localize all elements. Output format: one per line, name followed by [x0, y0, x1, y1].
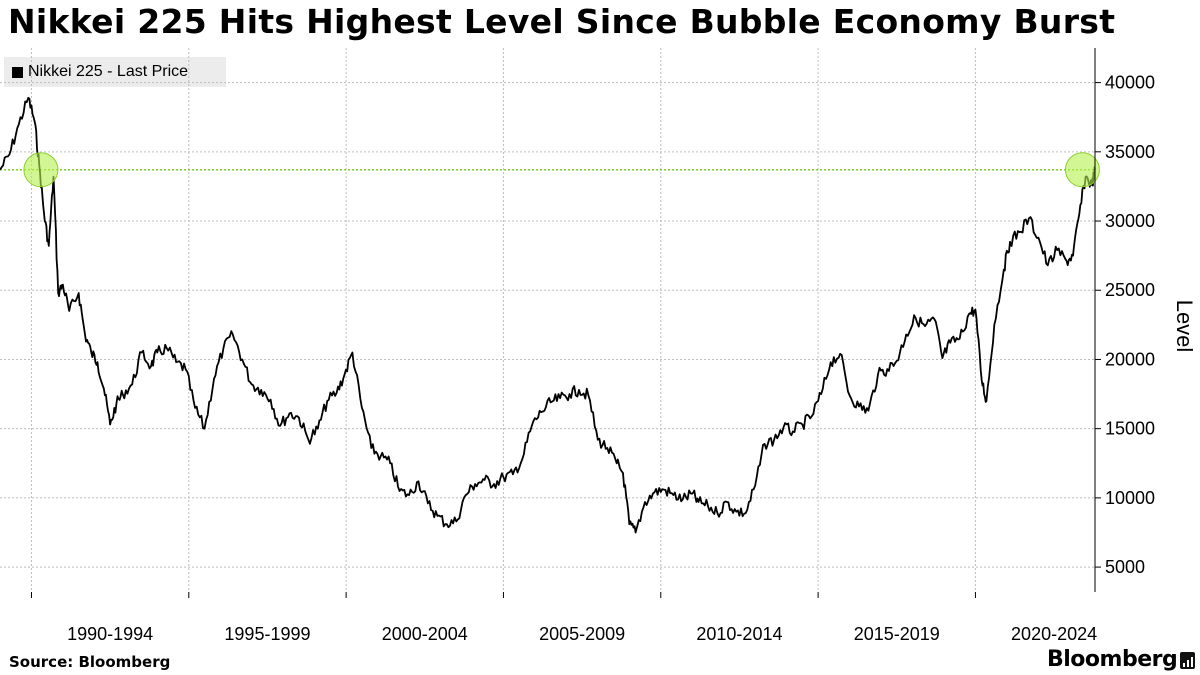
y-tick-label: 30000	[1105, 211, 1155, 231]
legend-swatch	[12, 66, 23, 78]
chart-title: Nikkei 225 Hits Highest Level Since Bubb…	[8, 2, 1116, 41]
x-tick-label: 2015-2019	[854, 624, 940, 644]
y-tick-label: 35000	[1105, 142, 1155, 162]
legend-label: Nikkei 225 - Last Price	[28, 63, 189, 80]
y-tick-label: 5000	[1105, 557, 1145, 577]
y-tick-label: 10000	[1105, 488, 1155, 508]
series-line	[0, 96, 1096, 534]
y-tick-label: 25000	[1105, 280, 1155, 300]
x-tick-label: 2005-2009	[539, 624, 625, 644]
series-group	[0, 96, 1096, 534]
y-tick-label: 15000	[1105, 419, 1155, 439]
y-tick-label: 20000	[1105, 349, 1155, 369]
y-axis-label: Level	[1172, 300, 1197, 353]
gridlines	[0, 48, 1095, 592]
x-tick-label: 1990-1994	[67, 624, 153, 644]
highlight-markers	[23, 152, 1100, 188]
y-tick-label: 40000	[1105, 73, 1155, 93]
x-tick-label: 1995-1999	[224, 624, 310, 644]
x-tick-label: 2010-2014	[696, 624, 782, 644]
highlight-marker	[23, 152, 59, 188]
x-tick-label: 2000-2004	[382, 624, 468, 644]
source-note: Source: Bloomberg	[9, 653, 171, 671]
bar-chart-icon	[1180, 652, 1195, 669]
x-tick-label: 2020-2024	[1011, 624, 1097, 644]
highlight-marker	[1064, 152, 1100, 188]
brand-logo: Bloomberg	[1047, 647, 1178, 672]
axes: 5000 10000 15000 20000 25000 30000 35000 40000 1…	[30, 48, 1155, 644]
